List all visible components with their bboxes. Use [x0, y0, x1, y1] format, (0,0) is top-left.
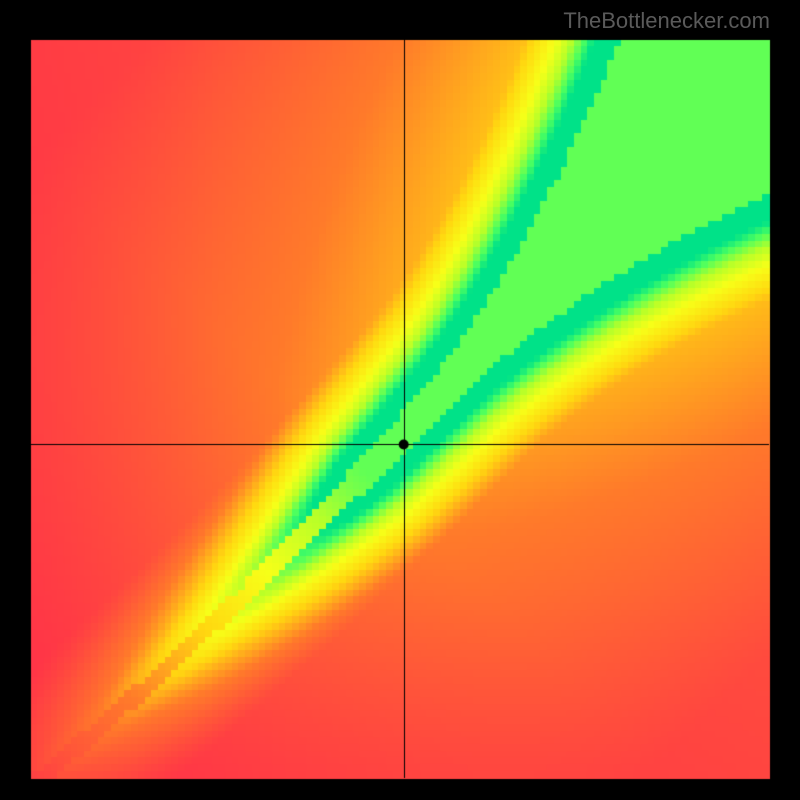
watermark-text: TheBottlenecker.com [563, 8, 770, 34]
chart-container: TheBottlenecker.com [0, 0, 800, 800]
bottleneck-heatmap [0, 0, 800, 800]
